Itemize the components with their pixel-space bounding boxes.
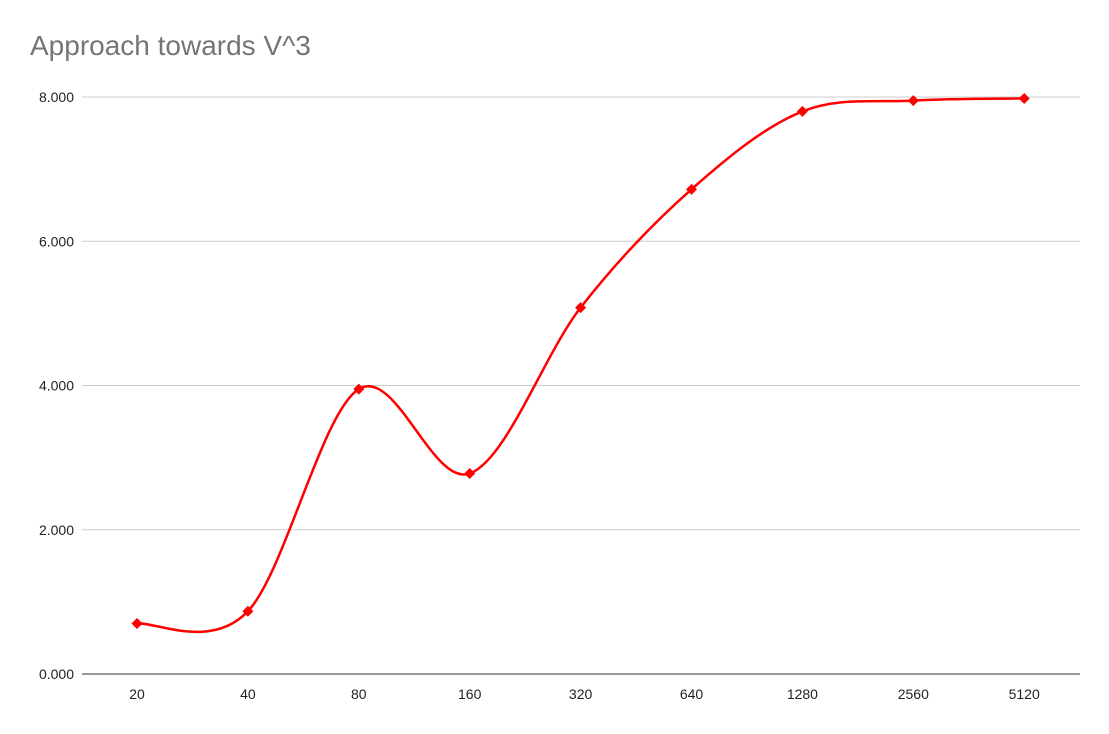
x-tick-label: 320 (569, 686, 593, 702)
chart-title: Approach towards V^3 (30, 30, 311, 61)
x-tick-label: 160 (458, 686, 482, 702)
x-tick-label: 20 (129, 686, 145, 702)
y-tick-label: 8.000 (39, 89, 74, 105)
x-tick-label: 640 (680, 686, 704, 702)
x-tick-label: 80 (351, 686, 367, 702)
grid-lines (82, 96, 1080, 675)
data-point-marker (464, 467, 476, 479)
data-point-marker (575, 302, 587, 314)
y-tick-label: 0.000 (39, 666, 74, 682)
data-point-marker (1018, 92, 1030, 104)
data-point-marker (796, 105, 808, 117)
y-tick-label: 2.000 (39, 522, 74, 538)
data-point-marker (131, 618, 143, 630)
y-tick-label: 6.000 (39, 233, 74, 249)
y-tick-label: 4.000 (39, 378, 74, 394)
x-tick-label: 2560 (898, 686, 929, 702)
data-point-marker (242, 605, 254, 617)
y-axis-ticks: 0.000 2.000 4.000 6.000 8.000 (39, 89, 74, 682)
series-line (136, 97, 1025, 634)
series-layer (131, 92, 1030, 634)
x-tick-label: 40 (240, 686, 256, 702)
x-axis-ticks: 20 40 80 160 320 640 1280 2560 5120 (129, 686, 1040, 702)
x-tick-label: 5120 (1009, 686, 1040, 702)
data-point-marker (907, 95, 919, 107)
data-point-marker (353, 383, 365, 395)
data-point-marker (686, 183, 697, 195)
x-tick-label: 1280 (787, 686, 818, 702)
